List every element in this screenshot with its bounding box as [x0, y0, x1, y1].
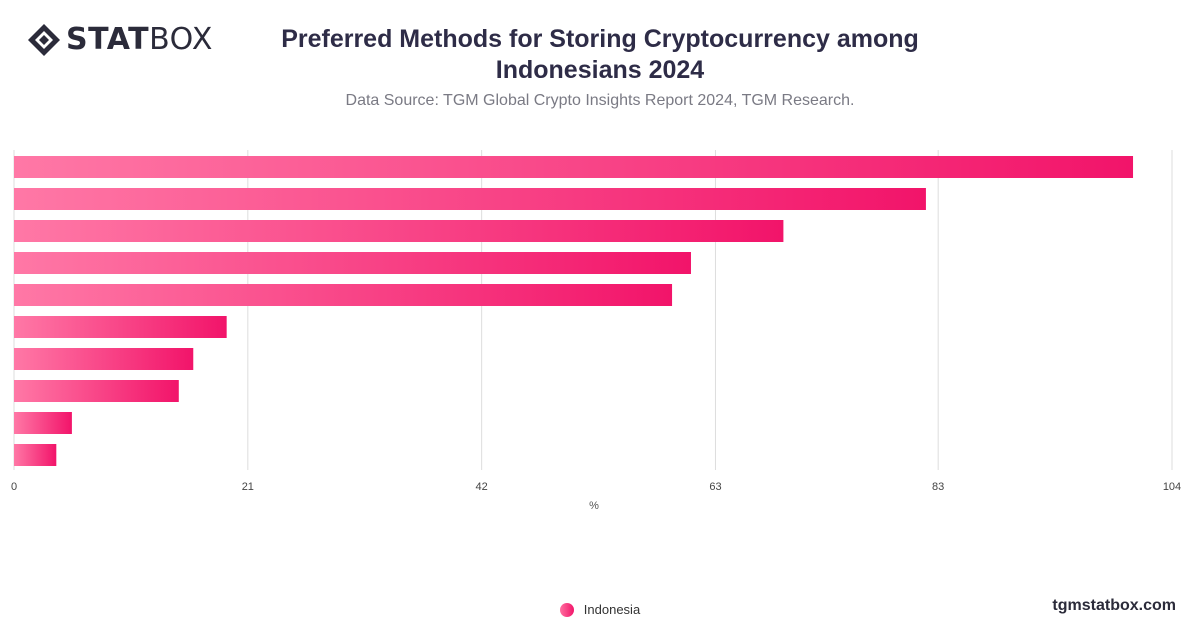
bar[interactable]	[14, 380, 179, 402]
logo-wordmark: STATBOX	[66, 22, 213, 57]
bar[interactable]	[14, 156, 1134, 178]
bar[interactable]	[14, 316, 227, 338]
bars	[14, 156, 1134, 466]
chart-title-line: Indonesians 2024	[495, 56, 705, 84]
x-axis-ticks: 0 21 42 63 83 104	[11, 481, 1181, 493]
legend-swatch-icon	[559, 602, 574, 617]
bar[interactable]	[14, 348, 194, 370]
bar[interactable]	[14, 444, 57, 466]
x-axis-label: %	[589, 500, 599, 512]
chart-title-line: Preferred Methods for Storing Cryptocurr…	[281, 25, 919, 53]
legend-label: Indonesia	[583, 602, 641, 617]
x-tick-label: 104	[1163, 481, 1181, 493]
chart-title: Preferred Methods for Storing Cryptocurr…	[250, 24, 950, 86]
bar[interactable]	[14, 188, 926, 210]
bar[interactable]	[14, 252, 691, 274]
legend[interactable]: Indonesia	[0, 602, 1200, 617]
website-url: tgmstatbox.com	[1052, 597, 1176, 614]
statbox-logo: STATBOX	[26, 22, 213, 58]
x-tick-label: 0	[11, 481, 17, 493]
x-tick-label: 42	[476, 481, 488, 493]
bar[interactable]	[14, 284, 673, 306]
diamond-logo-icon	[28, 24, 60, 56]
x-tick-label: 83	[932, 481, 944, 493]
bar[interactable]	[14, 220, 784, 242]
chart-subtitle: Data Source: TGM Global Crypto Insights …	[345, 92, 855, 109]
x-tick-label: 63	[709, 481, 721, 493]
bar[interactable]	[14, 412, 72, 434]
x-tick-label: 21	[242, 481, 254, 493]
